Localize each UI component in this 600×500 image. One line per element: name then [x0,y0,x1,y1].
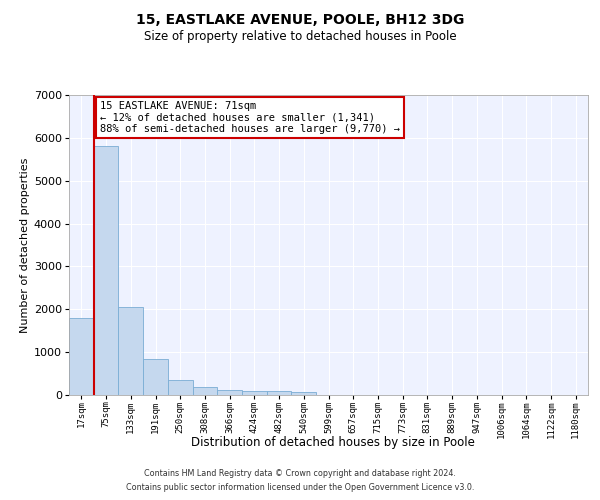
Bar [143,360,168,395]
Text: 15 EASTLAKE AVENUE: 71sqm
← 12% of detached houses are smaller (1,341)
88% of se: 15 EASTLAKE AVENUE: 71sqm ← 12% of detac… [100,101,400,134]
Bar [94,146,118,395]
Text: Distribution of detached houses by size in Poole: Distribution of detached houses by size … [191,436,475,449]
Bar [168,380,193,395]
Bar [242,390,267,395]
Bar [292,392,316,395]
Bar [69,318,94,395]
Bar [267,391,292,395]
Bar [193,386,217,395]
Bar [118,306,143,395]
Text: Contains HM Land Registry data © Crown copyright and database right 2024.: Contains HM Land Registry data © Crown c… [144,470,456,478]
Text: 15, EASTLAKE AVENUE, POOLE, BH12 3DG: 15, EASTLAKE AVENUE, POOLE, BH12 3DG [136,12,464,26]
Text: Size of property relative to detached houses in Poole: Size of property relative to detached ho… [143,30,457,43]
Text: Contains public sector information licensed under the Open Government Licence v3: Contains public sector information licen… [126,482,474,492]
Y-axis label: Number of detached properties: Number of detached properties [20,158,30,332]
Bar [217,390,242,395]
